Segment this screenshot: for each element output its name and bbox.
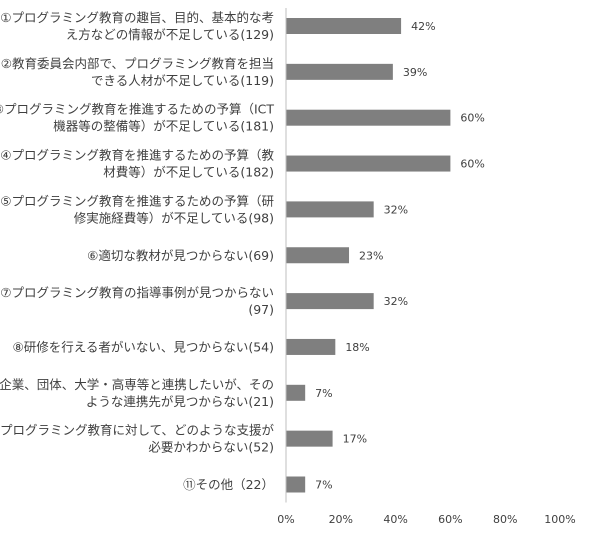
category-label-2: ②教育委員会内部で、プログラミング教育を担当できる人材が不足している(119)	[1, 56, 274, 88]
category-label-5: ⑤プログラミング教育を推進するための予算（研修実施経費等）が不足している(98)	[0, 193, 274, 225]
x-tick-label-80: 80%	[493, 513, 517, 526]
bars	[286, 18, 451, 493]
category-label-9: ⑨企業、団体、大学・高専等と連携したいが、そのような連携先が見つからない(21)	[0, 377, 274, 409]
value-label-8: 18%	[345, 341, 369, 354]
x-tick-label-100: 100%	[544, 513, 575, 526]
x-tick-label-60: 60%	[438, 513, 462, 526]
category-label-4: ④プログラミング教育を推進するための予算（教材費等）が不足している(182)	[0, 148, 274, 180]
x-tick-label-20: 20%	[329, 513, 353, 526]
category-labels: ①プログラミング教育の趣旨、目的、基本的な考え方などの情報が不足している(129…	[0, 10, 274, 492]
bar-9	[286, 384, 306, 401]
value-label-7: 32%	[384, 295, 408, 308]
category-label-1: ①プログラミング教育の趣旨、目的、基本的な考え方などの情報が不足している(129…	[0, 10, 274, 42]
value-label-3: 60%	[460, 112, 484, 125]
bar-5	[286, 201, 374, 218]
category-label-6: ⑥適切な教材が見つからない(69)	[87, 248, 274, 263]
x-tick-label-40: 40%	[383, 513, 407, 526]
bar-4	[286, 155, 451, 172]
category-label-3: ③プログラミング教育を推進するための予算（ICT 機器等の整備等）が不足している(…	[0, 102, 274, 134]
bar-7	[286, 293, 374, 310]
value-label-1: 42%	[411, 20, 435, 33]
bar-1	[286, 18, 402, 34]
bar-11	[286, 476, 306, 493]
value-label-10: 17%	[343, 433, 367, 446]
category-label-8: ⑧研修を行える者がいない、見つからない(54)	[13, 339, 275, 354]
x-tick-label-0: 0%	[277, 513, 294, 526]
value-label-2: 39%	[403, 66, 427, 79]
bar-10	[286, 430, 333, 447]
value-labels: 42% 39% 60% 60% 32% 23% 32% 18% 7% 17% 7%	[315, 20, 485, 492]
bar-3	[286, 109, 451, 126]
value-label-5: 32%	[384, 203, 408, 216]
x-axis-ticks: 0% 20% 40% 60% 80% 100%	[277, 513, 575, 526]
category-label-7: ⑦プログラミング教育の指導事例が見つからない(97)	[0, 285, 274, 317]
value-label-6: 23%	[359, 249, 383, 262]
bar-6	[286, 247, 350, 264]
bar-8	[286, 338, 336, 355]
category-label-10: ⑩プログラミング教育に対して、どのような支援が必要かわからない(52)	[0, 423, 274, 455]
value-label-9: 7%	[315, 387, 332, 400]
bar-2	[286, 63, 393, 80]
category-label-11: ⑪その他（22）	[183, 477, 274, 492]
value-label-4: 60%	[460, 158, 484, 171]
value-label-11: 7%	[315, 479, 332, 492]
